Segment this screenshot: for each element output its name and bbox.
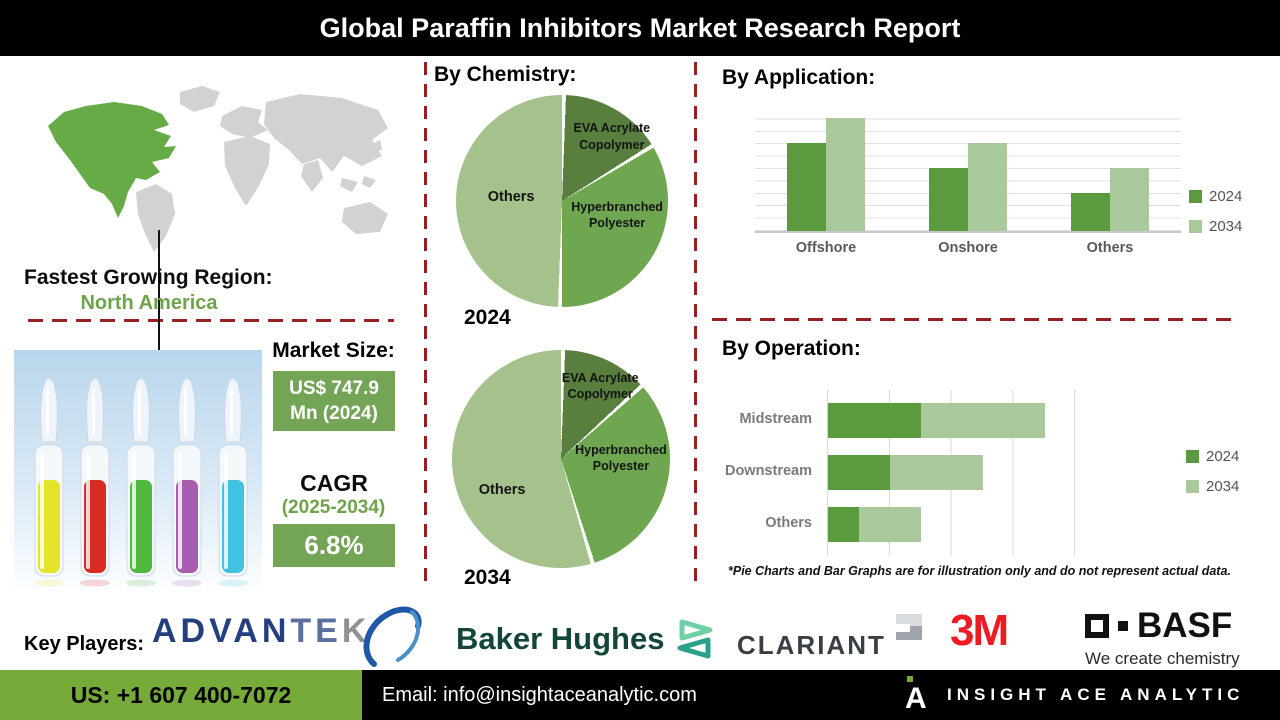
op-segment-2034-midstream <box>921 403 1045 438</box>
pie-caption-2034: 2034 <box>464 566 511 589</box>
key-players-label: Key Players: <box>24 633 145 655</box>
world-map-svg <box>48 86 388 252</box>
legend-item-2024: 2024 <box>1189 188 1242 205</box>
bar-group-onshore <box>929 143 1007 231</box>
legend-label: 2034 <box>1209 218 1243 235</box>
legend-item-2034: 2034 <box>1189 218 1242 235</box>
bar-2034-offshore <box>826 118 865 231</box>
cagr-period: (2025-2034) <box>281 497 386 518</box>
bar-2034-others <box>1110 168 1149 231</box>
fastest-growing-region-value: North America <box>80 292 218 314</box>
op-category-label: Midstream <box>739 411 812 427</box>
legend-swatch-2024 <box>1189 190 1202 203</box>
baker-hughes-text: Baker Hughes <box>456 621 665 656</box>
pie-label-others: Others <box>478 481 526 498</box>
pie-chart-2024: EVA Acrylate Copolymer Hyperbranched Pol… <box>456 95 668 307</box>
bar-group-others <box>1071 168 1149 231</box>
horizontal-divider <box>28 319 394 322</box>
legend-label: 2034 <box>1206 478 1240 495</box>
pie-label-eva: EVA Acrylate Copolymer <box>573 121 651 152</box>
vertical-divider <box>694 62 697 590</box>
footer-phone: US: +1 607 400-7072 <box>0 670 362 720</box>
legend-swatch-2034 <box>1186 480 1199 493</box>
footer-brand-text: INSIGHT ACE ANALYTIC <box>947 685 1245 704</box>
bar-2024-others <box>1071 193 1110 231</box>
horizontal-divider <box>712 318 1234 321</box>
logo-3m: 3M <box>950 606 1009 655</box>
cagr-value-box: 6.8% <box>273 524 395 567</box>
ampoules-svg <box>14 350 262 592</box>
bar-2024-offshore <box>787 143 826 231</box>
pie-label-eva: EVA Acrylate Copolymer <box>561 370 639 401</box>
cagr-label: CAGR <box>300 470 368 496</box>
footer-bar: US: +1 607 400-7072 Email: info@insighta… <box>0 670 1280 720</box>
pie-label-hyperbranched: Hyperbranched Polyester <box>575 442 667 473</box>
op-bar-midstream <box>828 403 1045 438</box>
market-size-line2: Mn (2024) <box>290 403 378 425</box>
title-bar: Global Paraffin Inhibitors Market Resear… <box>0 0 1280 56</box>
op-segment-2024-others <box>828 507 859 542</box>
pie-chart-2034: EVA Acrylate Copolymer Hyperbranched Pol… <box>452 350 670 568</box>
op-segment-2024-midstream <box>828 403 921 438</box>
clariant-text: CLARIANT <box>737 630 886 660</box>
application-category-labels: Offshore Onshore Others <box>755 240 1181 256</box>
op-bar-others <box>828 507 921 542</box>
world-map <box>42 80 414 350</box>
bar-2034-onshore <box>968 143 1007 231</box>
bar-group-offshore <box>787 118 865 231</box>
legend-swatch-2024 <box>1186 450 1199 463</box>
logo-baker-hughes: Baker Hughes <box>456 618 716 660</box>
op-segment-2024-downstream <box>828 455 890 490</box>
baker-hughes-icon <box>677 619 713 659</box>
op-category-label: Downstream <box>724 463 812 479</box>
market-size-heading: Market Size: <box>272 339 395 362</box>
footer-email: Email: info@insightaceanalytic.com <box>382 683 697 706</box>
vertical-divider <box>424 62 427 590</box>
category-label: Others <box>1086 240 1134 256</box>
operation-bar-chart <box>827 390 1075 556</box>
application-bar-chart <box>755 108 1181 233</box>
op-segment-2034-downstream <box>890 455 983 490</box>
operation-legend: 2024 2034 <box>1186 448 1239 495</box>
category-label: Onshore <box>938 240 998 256</box>
by-operation-heading: By Operation: <box>722 337 861 360</box>
by-application-heading: By Application: <box>722 66 876 89</box>
op-category-label: Others <box>765 515 812 531</box>
ampoules-image <box>14 350 262 592</box>
basf-mark-icon <box>1085 614 1109 638</box>
legend-label: 2024 <box>1209 188 1243 205</box>
legend-item-2024: 2024 <box>1186 448 1239 465</box>
basf-text: BASF <box>1137 606 1233 645</box>
pie-caption-2024: 2024 <box>464 306 511 329</box>
by-chemistry-heading: By Chemistry: <box>434 63 577 86</box>
logo-advantek: ADVANTEK <box>152 606 422 668</box>
map-pointer-line <box>158 230 160 350</box>
fastest-growing-region-heading: Fastest Growing Region: <box>24 266 273 289</box>
market-size-value-box: US$ 747.9 Mn (2024) <box>273 371 395 432</box>
disclaimer-text: *Pie Charts and Bar Graphs are for illus… <box>728 564 1231 578</box>
advantek-text: ADVAN <box>152 612 291 650</box>
advantek-swoosh-icon <box>363 606 422 667</box>
category-label: Offshore <box>795 240 857 256</box>
legend-item-2034: 2034 <box>1186 478 1239 495</box>
legend-swatch-2034 <box>1189 220 1202 233</box>
op-segment-2034-others <box>859 507 921 542</box>
legend-label: 2024 <box>1206 448 1240 465</box>
basf-dot-icon <box>1118 621 1128 631</box>
application-legend: 2024 2034 <box>1189 188 1242 235</box>
pie-label-hyperbranched: Hyperbranched Polyester <box>571 199 663 231</box>
north-america-region <box>48 102 176 218</box>
operation-category-labels: Midstream Downstream Others <box>704 390 820 556</box>
insight-ace-logo-icon: A <box>905 675 933 715</box>
basf-tagline: We create chemistry <box>1085 649 1240 668</box>
page-title: Global Paraffin Inhibitors Market Resear… <box>319 12 961 43</box>
footer-brand: A INSIGHT ACE ANALYTIC <box>905 670 1244 720</box>
op-bar-downstream <box>828 455 983 490</box>
market-size-line1: US$ 747.9 <box>289 378 379 399</box>
logo-basf: BASF We create chemistry <box>1085 606 1240 669</box>
pie-label-others: Others <box>487 189 535 206</box>
clariant-mark-icon <box>895 614 922 640</box>
bar-2024-onshore <box>929 168 968 231</box>
logo-clariant: CLARIANT <box>737 614 922 661</box>
